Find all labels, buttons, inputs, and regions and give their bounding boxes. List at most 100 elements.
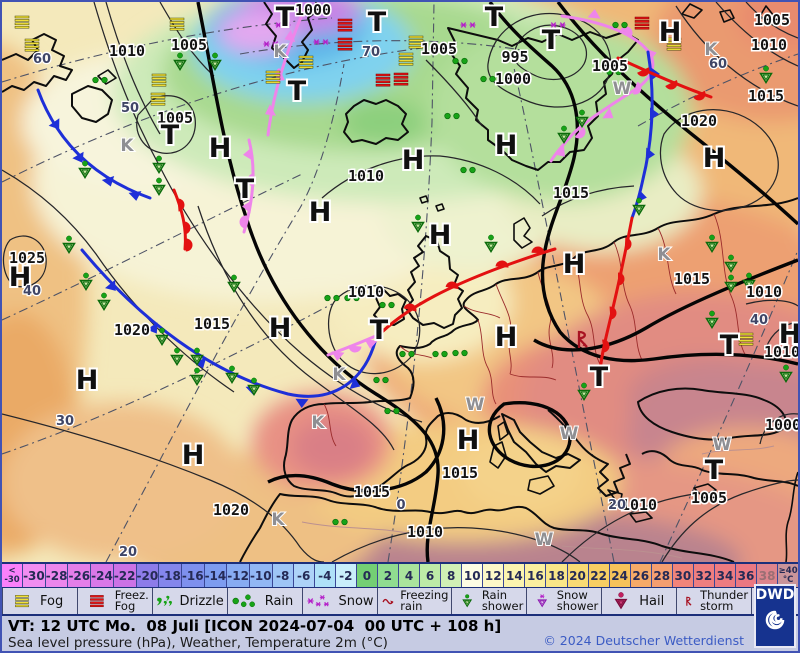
cold-front-marker	[105, 279, 116, 291]
fog-bar	[265, 70, 281, 74]
fog-bar	[24, 42, 40, 45]
pressure-label: 1010	[746, 283, 782, 301]
scale-cell: 22	[588, 564, 610, 587]
graticule-label: 30	[56, 414, 74, 429]
snow-shower-icon	[537, 594, 548, 608]
drizzle-comma	[165, 595, 170, 601]
shower-dot	[561, 125, 567, 132]
shower-inner-triangle	[81, 169, 89, 176]
fog-bar	[14, 19, 30, 22]
wx-symbol-rain	[384, 407, 400, 415]
wx-symbol-snow	[550, 22, 566, 28]
cold-front-marker	[295, 398, 309, 408]
warm-front-path	[380, 247, 557, 334]
shower-inner-triangle	[782, 373, 790, 380]
fog-bar	[24, 38, 40, 42]
fog-bar	[298, 62, 314, 66]
scale-cell: -18	[159, 564, 182, 587]
pressure-label: 1020	[213, 501, 249, 519]
freezing-fog-bar	[634, 26, 650, 30]
rain-dot	[353, 294, 360, 302]
rain-shower-inner-triangle	[465, 600, 471, 605]
fog-bar	[15, 595, 29, 598]
warm-front-marker	[618, 272, 625, 286]
rain-dot	[92, 76, 99, 84]
freezing-fog-bar	[337, 28, 353, 32]
snow-star	[559, 22, 566, 28]
dwd-logo-text: DWD	[755, 587, 795, 603]
cold-front-marker	[128, 191, 142, 201]
legend-label: Snow shower	[556, 587, 599, 613]
shower-dot	[709, 310, 715, 317]
shower-dot	[83, 272, 89, 279]
snow-star	[263, 41, 270, 47]
shower-dot	[728, 254, 734, 261]
fog-bar	[150, 99, 166, 103]
rain-dot	[444, 112, 451, 120]
shower-inner-triangle	[173, 356, 181, 363]
fog-bar	[24, 48, 40, 52]
fog-bar	[738, 332, 754, 336]
pressure-label: 1005	[157, 109, 193, 127]
rain-dot	[382, 376, 389, 384]
wx-symbol-shower	[577, 382, 591, 401]
fog-bar	[15, 601, 29, 604]
freezing-fog-bar	[634, 23, 650, 27]
warm-front-path	[172, 188, 187, 251]
wx-symbol-shower	[97, 292, 111, 311]
shower-dot	[763, 65, 769, 72]
high-center-label: H	[563, 249, 586, 280]
rain-dot	[244, 594, 251, 601]
fog-icon-glyph	[15, 595, 29, 608]
rain-dot	[388, 301, 395, 309]
scale-cell: 24	[609, 564, 631, 587]
scale-cell: 34	[714, 564, 736, 587]
low-center-label: T	[368, 7, 387, 38]
rain-dot	[432, 350, 439, 358]
shower-inner-triangle	[745, 281, 753, 288]
thunderstorm-arrow	[582, 342, 587, 347]
shower-inner-triangle	[176, 61, 184, 68]
wx-symbol-rain	[452, 349, 468, 357]
low-center-label: T	[705, 455, 724, 486]
fog-bar	[265, 80, 281, 84]
wx-symbol-shower	[170, 347, 184, 366]
freezing-fog-bar	[337, 22, 353, 25]
scale-cell: -10	[249, 564, 273, 587]
rain-shower-icon-glyph	[462, 594, 473, 608]
low-center-label: T	[236, 174, 255, 205]
low-center-label: T	[161, 120, 180, 151]
snow-star	[272, 41, 279, 47]
scale-cell: -4	[314, 564, 336, 587]
shower-inner-triangle	[560, 134, 568, 141]
wx-symbol-rain	[460, 166, 476, 174]
high-center-label: H	[209, 133, 232, 164]
wx-symbol-shower	[247, 377, 261, 396]
wx-symbol-fog	[151, 73, 167, 87]
dwd-logo: DWD	[754, 584, 796, 648]
shower-dot	[194, 367, 200, 374]
rain-dot	[452, 57, 459, 65]
wx-symbol-fog	[14, 15, 30, 29]
shower-inner-triangle	[193, 376, 201, 383]
wx-symbol-shower	[62, 235, 76, 254]
wx-symbol-snow	[263, 41, 279, 47]
wx-symbol-fog	[398, 52, 414, 66]
scale-cell: 2	[377, 564, 399, 587]
high-center-label: H	[703, 143, 726, 174]
fog-bar	[738, 342, 754, 346]
warm-front-marker	[495, 260, 509, 268]
wx-symbol-shower	[78, 160, 92, 179]
wx-symbol-fog	[738, 332, 754, 346]
wx-symbol-shower	[190, 367, 204, 386]
rain-shower-dot	[465, 594, 470, 599]
legend-item-thunderstorm: Thunder storm	[677, 588, 753, 614]
wx-symbol-shower	[724, 274, 738, 293]
fog-bar	[298, 59, 314, 62]
freezing-fog-bar	[375, 83, 391, 87]
wx-symbol-shower	[705, 234, 719, 253]
snow-star	[322, 39, 329, 45]
fog-icon	[15, 595, 29, 608]
scale-cell: 30	[672, 564, 694, 587]
